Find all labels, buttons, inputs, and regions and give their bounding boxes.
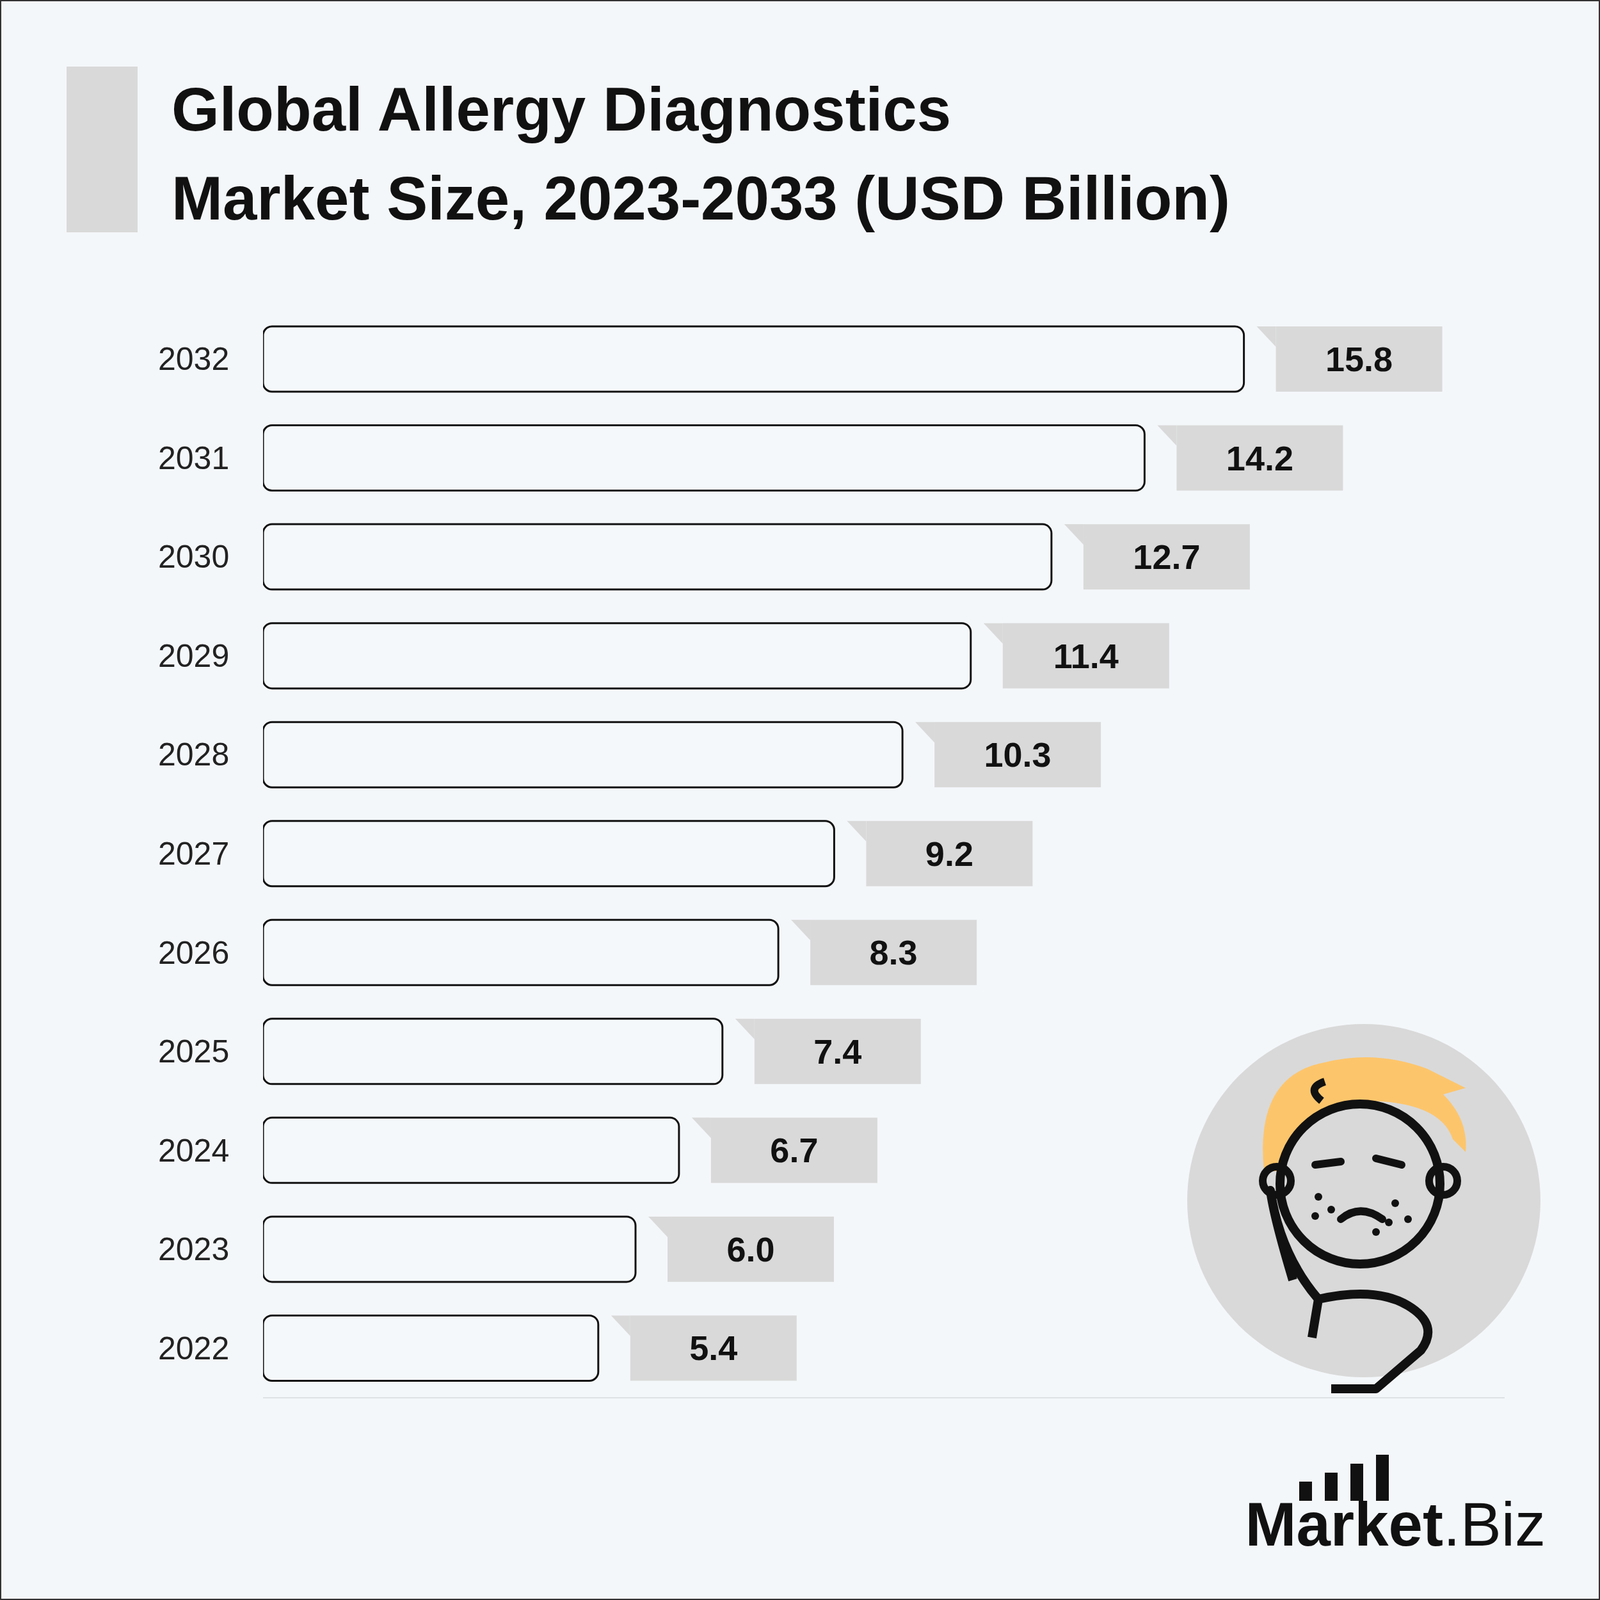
svg-text:2026: 2026 xyxy=(158,935,230,971)
svg-text:Market Size, 2023-2033 (USD Bi: Market Size, 2023-2033 (USD Billion) xyxy=(171,163,1231,233)
svg-text:15.8: 15.8 xyxy=(1325,339,1393,379)
svg-text:5.4: 5.4 xyxy=(689,1328,738,1368)
svg-text:2032: 2032 xyxy=(158,341,230,377)
svg-text:7.4: 7.4 xyxy=(813,1032,862,1071)
svg-text:14.2: 14.2 xyxy=(1226,439,1294,478)
svg-text:Market.Biz: Market.Biz xyxy=(1245,1489,1547,1559)
svg-text:12.7: 12.7 xyxy=(1132,537,1200,576)
svg-text:2025: 2025 xyxy=(158,1033,230,1070)
svg-text:8.3: 8.3 xyxy=(869,933,918,972)
svg-text:11.4: 11.4 xyxy=(1053,636,1119,676)
svg-text:2022: 2022 xyxy=(158,1330,230,1367)
svg-text:2027: 2027 xyxy=(158,835,230,872)
svg-text:6.0: 6.0 xyxy=(726,1230,775,1269)
svg-text:Global Allergy Diagnostics: Global Allergy Diagnostics xyxy=(171,74,952,144)
svg-text:2030: 2030 xyxy=(158,538,230,575)
svg-text:9.2: 9.2 xyxy=(925,834,974,873)
svg-text:2028: 2028 xyxy=(158,736,230,773)
svg-text:2031: 2031 xyxy=(158,440,230,477)
svg-text:2023: 2023 xyxy=(158,1231,230,1268)
svg-text:6.7: 6.7 xyxy=(769,1130,818,1170)
svg-text:2024: 2024 xyxy=(158,1132,230,1169)
svg-text:10.3: 10.3 xyxy=(984,735,1052,774)
svg-text:2029: 2029 xyxy=(158,638,230,674)
